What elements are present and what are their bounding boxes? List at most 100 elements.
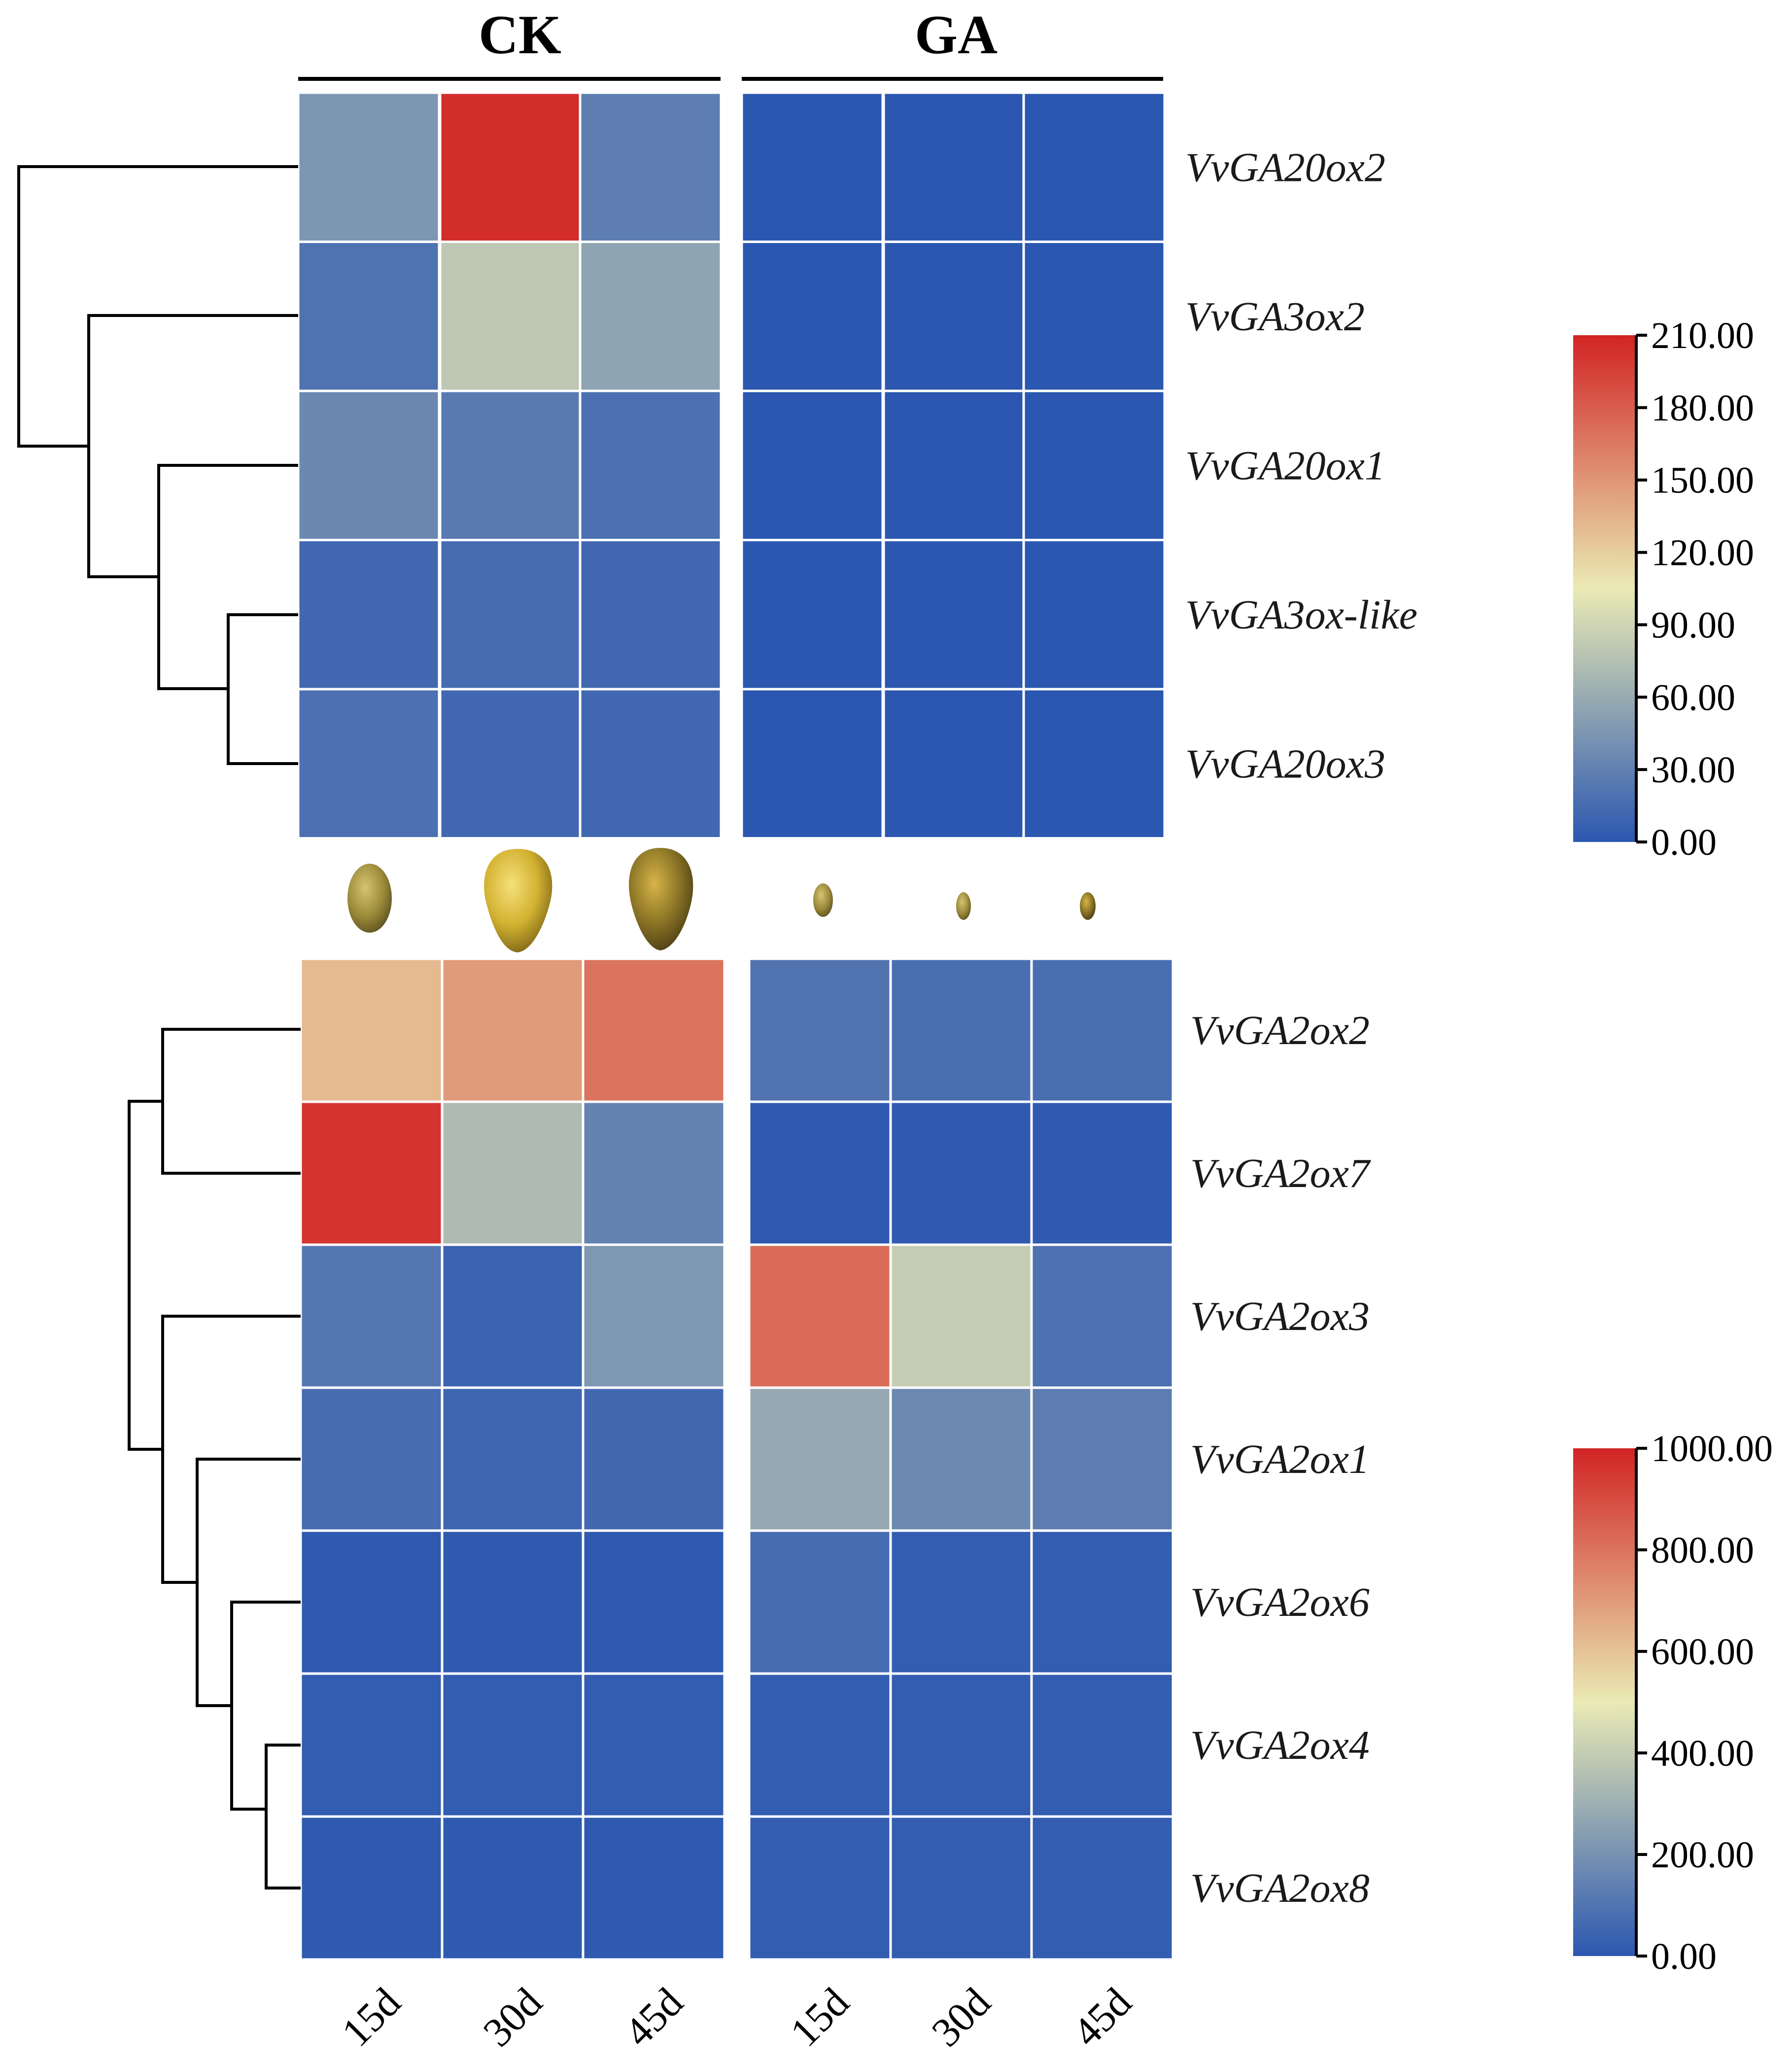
- heatmap-cell-vvga2ox8-ga-45d: [1030, 1815, 1174, 1961]
- heatmap-cell-vvga20ox2-ck-45d: [579, 91, 723, 243]
- heatmap-cell-vvga2ox4-ck-30d: [441, 1672, 585, 1818]
- heatmap-cell-vvga2ox2-ga-45d: [1030, 957, 1174, 1103]
- seed-images: [347, 848, 1096, 952]
- gene-label-vvga20ox3: VvGA20ox3: [1185, 741, 1385, 787]
- heatmap-cell-vvga2ox7-ck-30d: [441, 1100, 585, 1246]
- heatmap-cell-vvga2ox6-ga-15d: [748, 1529, 892, 1675]
- colorbar-gradient: [1573, 1448, 1636, 1956]
- heatmap-cell-vvga3ox2-ck-45d: [579, 241, 723, 392]
- heatmap-cell-vvga2ox1-ga-45d: [1030, 1386, 1174, 1532]
- heatmap-cell-vvga2ox1-ga-30d: [889, 1386, 1034, 1532]
- seed-ga-15d: [813, 883, 833, 917]
- heatmap-cell-vvga2ox3-ga-45d: [1030, 1243, 1174, 1389]
- heatmap-cell-vvga2ox3-ck-30d: [441, 1243, 585, 1389]
- colorbar-tick-label: 400.00: [1651, 1733, 1754, 1774]
- colorbar-tick-label: 120.00: [1651, 532, 1754, 574]
- colorbar-tick-label: 60.00: [1651, 677, 1735, 718]
- gene-labels-top: VvGA20ox2 VvGA3ox2 VvGA20ox1 VvGA3ox-like Vv…: [1185, 144, 1417, 787]
- heatmap-cell-vvga2ox2-ga-30d: [889, 957, 1034, 1103]
- heatmap-top: [297, 91, 1166, 840]
- colorbar-tick-label: 150.00: [1651, 460, 1754, 501]
- heatmap-cell-vvga20ox1-ck-30d: [439, 389, 583, 541]
- condition-labels: 15d 30d 45d 15d 30d 45d: [333, 1979, 1140, 2056]
- dendro-bot-branch-3: [161, 1315, 301, 1584]
- heatmap-cell-vvga3ox-like-ga-30d: [882, 539, 1026, 691]
- heatmap-cell-vvga20ox2-ck-15d: [297, 91, 441, 243]
- heatmap-cell-vvga2ox4-ck-15d: [299, 1672, 444, 1818]
- heatmap-cell-vvga3ox-like-ck-45d: [579, 539, 723, 691]
- heatmap-cell-vvga2ox4-ga-15d: [748, 1672, 892, 1818]
- heatmap-cell-vvga20ox3-ga-45d: [1022, 688, 1166, 840]
- heatmap-cell-vvga2ox8-ck-45d: [582, 1815, 726, 1961]
- heatmap-cell-vvga20ox3-ga-30d: [882, 688, 1026, 840]
- heatmap-cell-vvga20ox1-ck-15d: [297, 389, 441, 541]
- colorbar-tick-label: 210.00: [1651, 315, 1754, 356]
- heatmap-cell-vvga2ox7-ga-30d: [889, 1100, 1034, 1246]
- heatmap-cell-vvga2ox2-ck-30d: [441, 957, 585, 1103]
- heatmap-cell-vvga2ox8-ga-15d: [748, 1815, 892, 1961]
- heatmap-cell-vvga2ox8-ck-30d: [441, 1815, 585, 1961]
- heatmap-cell-vvga20ox2-ga-15d: [740, 91, 884, 243]
- gene-label-vvga2ox1: VvGA2ox1: [1190, 1436, 1370, 1482]
- dendro-bot-branch-4: [196, 1458, 301, 1707]
- condition-label-ga-45d: 45d: [1064, 1979, 1140, 2056]
- dendro-top-branch-4: [227, 613, 298, 765]
- dendro-bot-branch-2: [128, 1100, 163, 1451]
- heatmap-cell-vvga2ox3-ck-15d: [299, 1243, 444, 1389]
- heatmap-cell-vvga3ox2-ga-30d: [882, 241, 1026, 392]
- heatmap-cell-vvga3ox2-ga-15d: [740, 241, 884, 392]
- condition-label-ga-30d: 30d: [923, 1979, 999, 2056]
- heatmap-cell-vvga20ox1-ga-15d: [740, 389, 884, 541]
- heatmap-cell-vvga2ox3-ga-30d: [889, 1243, 1034, 1389]
- heatmap-cell-vvga3ox-like-ga-15d: [740, 539, 884, 691]
- heatmap-cell-vvga2ox7-ck-45d: [582, 1100, 726, 1246]
- colorbar-tick-label: 200.00: [1651, 1834, 1754, 1876]
- heatmap-cell-vvga2ox1-ga-15d: [748, 1386, 892, 1532]
- heatmap-cell-vvga2ox8-ga-30d: [889, 1815, 1034, 1961]
- seed-ck-15d: [347, 864, 392, 933]
- gene-label-vvga2ox4: VvGA2ox4: [1190, 1722, 1370, 1768]
- heatmap-cell-vvga2ox7-ga-15d: [748, 1100, 892, 1246]
- heatmap-cell-vvga2ox1-ck-30d: [441, 1386, 585, 1532]
- heatmap-cell-vvga20ox3-ck-45d: [579, 688, 723, 840]
- seed-ck-45d: [629, 848, 693, 950]
- heatmap-cell-vvga2ox7-ck-15d: [299, 1100, 444, 1246]
- heatmap-cell-vvga20ox3-ck-30d: [439, 688, 583, 840]
- seed-ga-45d: [1080, 892, 1096, 920]
- condition-label-ck-15d: 15d: [333, 1979, 410, 2056]
- gene-label-vvga2ox2: VvGA2ox2: [1190, 1008, 1370, 1053]
- group-label-ga: GA: [915, 4, 998, 66]
- heatmap-cell-vvga3ox-like-ga-45d: [1022, 539, 1166, 691]
- dendro-bot-branch-5: [230, 1601, 301, 1811]
- heatmap-cell-vvga2ox6-ga-30d: [889, 1529, 1034, 1675]
- heatmap-cell-vvga20ox3-ga-15d: [740, 688, 884, 840]
- heatmap-cell-vvga2ox3-ga-15d: [748, 1243, 892, 1389]
- heatmap-cell-vvga2ox3-ck-45d: [582, 1243, 726, 1389]
- dendro-bot-branch-6: [265, 1744, 301, 1889]
- gene-label-vvga2ox7: VvGA2ox7: [1190, 1151, 1371, 1196]
- heatmap-cell-vvga20ox1-ga-30d: [882, 389, 1026, 541]
- heatmap-cell-vvga3ox2-ck-15d: [297, 241, 441, 392]
- heatmap-bottom: [299, 957, 1174, 1961]
- dendro-top-branch-1: [17, 165, 298, 448]
- colorbar-top: 210.00 180.00 150.00 120.00 90.00 60.00 30.00 0…: [1573, 315, 1754, 863]
- condition-label-ck-45d: 45d: [616, 1979, 692, 2056]
- dendrogram-bottom: [128, 1028, 301, 1889]
- heatmap-cell-vvga20ox2-ga-30d: [882, 91, 1026, 243]
- heatmap-cell-vvga3ox2-ga-45d: [1022, 241, 1166, 392]
- heatmap-cell-vvga2ox8-ck-15d: [299, 1815, 444, 1961]
- gene-label-vvga20ox2: VvGA20ox2: [1185, 144, 1385, 190]
- heatmap-cell-vvga2ox1-ck-45d: [582, 1386, 726, 1532]
- dendro-top-branch-3: [157, 464, 298, 690]
- seed-ck-30d: [484, 849, 552, 952]
- colorbar-tick-label: 30.00: [1651, 749, 1735, 791]
- heatmap-cell-vvga2ox6-ck-45d: [582, 1529, 726, 1675]
- heatmap-cell-vvga20ox2-ga-45d: [1022, 91, 1166, 243]
- gene-label-vvga3ox-like: VvGA3ox-like: [1185, 592, 1417, 638]
- gene-label-vvga2ox3: VvGA2ox3: [1190, 1294, 1370, 1339]
- heatmap-cell-vvga2ox4-ga-45d: [1030, 1672, 1174, 1818]
- gene-labels-bottom: VvGA2ox2 VvGA2ox7 VvGA2ox3 VvGA2ox1 VvGA2ox6…: [1190, 1008, 1371, 1911]
- colorbar-tick-label: 1000.00: [1651, 1428, 1773, 1469]
- colorbar-tick-label: 600.00: [1651, 1631, 1754, 1673]
- gene-label-vvga20ox1: VvGA20ox1: [1185, 443, 1385, 489]
